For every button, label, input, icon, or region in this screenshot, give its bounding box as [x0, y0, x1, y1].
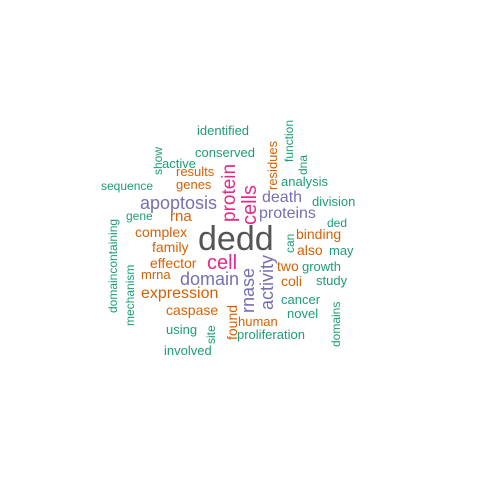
word-expression: expression: [141, 285, 219, 302]
word-active: active: [162, 156, 196, 171]
word-function: function: [282, 119, 296, 162]
word-domains: domains: [329, 301, 343, 347]
word-cell: cell: [207, 252, 238, 274]
word-ded: ded: [327, 216, 348, 230]
word-caspase: caspase: [166, 302, 219, 318]
word-protein: protein: [219, 163, 240, 222]
word-proliferation: proliferation: [237, 327, 305, 342]
word-also: also: [297, 242, 323, 258]
word-apoptosis: apoptosis: [140, 193, 218, 213]
word-study: study: [316, 273, 348, 288]
word-activity: activity: [257, 254, 277, 310]
word-proteins: proteins: [259, 205, 316, 222]
word-division: division: [312, 194, 356, 209]
word-cells: cells: [239, 184, 261, 225]
word-rnase: rnase: [238, 267, 258, 313]
word-genes: genes: [176, 177, 212, 192]
word-rna: rna: [170, 208, 192, 225]
word-site: site: [204, 325, 218, 344]
word-novel: novel: [287, 306, 319, 321]
word-identified: identified: [197, 123, 250, 138]
word-dedd: dedd: [198, 220, 274, 258]
word-dna: dna: [296, 154, 310, 175]
word-effector: effector: [150, 255, 197, 271]
word-family: family: [152, 239, 189, 255]
word-death: death: [262, 189, 303, 206]
word-domain: domain: [180, 269, 240, 289]
word-can: can: [283, 233, 297, 253]
word-analysis: analysis: [281, 174, 328, 189]
word-conserved: conserved: [195, 145, 255, 160]
word-domaincontaining: domaincontaining: [106, 218, 120, 313]
word-mechanism: mechanism: [123, 264, 137, 326]
word-involved: involved: [164, 343, 212, 358]
word-human: human: [238, 314, 278, 329]
word-two: two: [277, 258, 299, 274]
word-growth: growth: [302, 259, 342, 274]
word-results: results: [176, 164, 215, 179]
word-may: may: [329, 243, 354, 258]
word-complex: complex: [135, 224, 188, 240]
word-binding: binding: [296, 226, 342, 242]
word-residues: residues: [265, 140, 280, 190]
word-coli: coli: [281, 273, 303, 289]
word-using: using: [166, 322, 198, 337]
word-mrna: mrna: [141, 267, 171, 282]
word-gene: gene: [126, 209, 153, 223]
word-cancer: cancer: [281, 292, 321, 307]
word-sequence: sequence: [101, 179, 154, 193]
